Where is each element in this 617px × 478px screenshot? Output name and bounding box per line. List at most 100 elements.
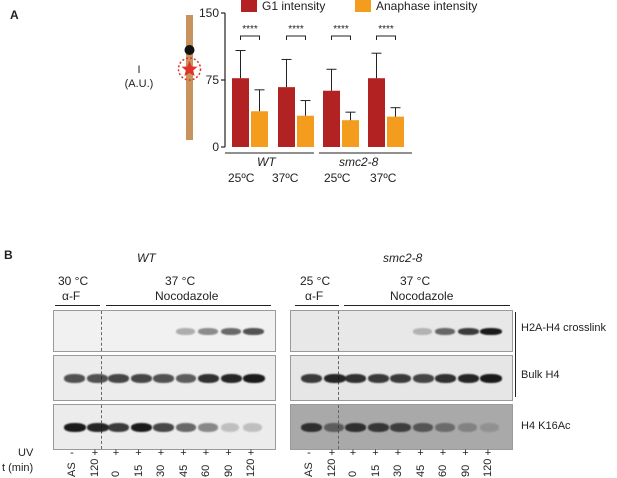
chromosome-cartoon bbox=[177, 15, 202, 140]
blot-band bbox=[345, 373, 367, 383]
blot-band bbox=[243, 327, 264, 335]
time-mark: 45 bbox=[414, 464, 427, 477]
bar-chart: 0 75 150 **** **** **** **** bbox=[199, 6, 412, 154]
blot-band bbox=[301, 422, 323, 432]
significance-stars: **** bbox=[288, 24, 304, 35]
blot-band bbox=[367, 373, 389, 383]
blot-band bbox=[153, 328, 171, 335]
smc-cond1-drug: α-F bbox=[305, 289, 324, 303]
time-mark: 30 bbox=[392, 464, 404, 477]
time-label: t (min) bbox=[2, 462, 34, 474]
blot-band bbox=[301, 328, 319, 335]
uv-mark: + bbox=[247, 447, 255, 459]
blot-band bbox=[87, 373, 108, 383]
smc-cond2-temp: 37 °C bbox=[400, 274, 431, 288]
blot-smc-bulk-h4 bbox=[290, 355, 513, 401]
blot-band bbox=[324, 373, 346, 383]
panel-b-letter: B bbox=[4, 248, 13, 262]
uv-mark: + bbox=[225, 447, 232, 459]
blot-band bbox=[412, 422, 433, 432]
significance-bracket bbox=[376, 35, 396, 40]
uv-mark: + bbox=[180, 447, 187, 459]
bar bbox=[368, 78, 385, 147]
y-tick-label: 75 bbox=[206, 73, 220, 87]
blot-band bbox=[390, 373, 412, 383]
blot-band bbox=[390, 422, 411, 432]
legend-label-anaphase: Anaphase intensity bbox=[376, 0, 478, 13]
bar bbox=[251, 111, 268, 147]
wt-cond2-line bbox=[106, 305, 271, 306]
bar bbox=[297, 115, 314, 147]
blot-band bbox=[412, 327, 432, 335]
uv-mark: + bbox=[157, 447, 165, 459]
blot-band bbox=[198, 327, 218, 335]
time-mark: 120 bbox=[482, 458, 494, 477]
time-mark: AS bbox=[66, 462, 78, 477]
time-mark: 30 bbox=[155, 464, 167, 477]
uv-mark: + bbox=[484, 447, 492, 459]
blot-band bbox=[220, 422, 240, 432]
locus-ring bbox=[177, 57, 202, 81]
smc-cond2-drug: Nocodazole bbox=[390, 289, 454, 303]
lane-separator bbox=[101, 311, 102, 351]
blot-band bbox=[108, 373, 129, 383]
row-label-crosslink: H2A-H4 crosslink bbox=[521, 322, 606, 334]
centromere-dot bbox=[184, 45, 195, 55]
blot-band bbox=[87, 422, 109, 432]
time-mark: 0 bbox=[110, 470, 122, 477]
blot-band bbox=[64, 328, 82, 335]
blot-wt-crosslink bbox=[53, 310, 276, 352]
blot-band bbox=[198, 422, 218, 432]
uv-mark: + bbox=[328, 447, 336, 459]
blot-smc-k16ac bbox=[290, 404, 513, 450]
bar bbox=[342, 120, 359, 147]
row-label-bulk-h4: Bulk H4 bbox=[521, 369, 560, 381]
blot-band bbox=[390, 328, 408, 335]
blot-band bbox=[175, 422, 196, 432]
wt-blot-title: WT bbox=[137, 251, 156, 265]
blot-band bbox=[243, 422, 262, 432]
temp-label-2: 37ºC bbox=[272, 171, 299, 185]
bar bbox=[278, 87, 295, 147]
y-tick-label: 150 bbox=[199, 6, 219, 20]
time-mark: 45 bbox=[177, 464, 190, 477]
bar bbox=[232, 78, 249, 147]
wt-cond1-drug: α-F bbox=[62, 289, 81, 303]
cartoon-label-au: (A.U.) bbox=[124, 78, 154, 90]
blot-band bbox=[412, 373, 434, 383]
blot-band bbox=[345, 328, 363, 335]
uv-mark: + bbox=[372, 447, 379, 459]
smc-cond1-temp: 25 °C bbox=[300, 274, 331, 288]
time-mark: 90 bbox=[459, 464, 472, 477]
blot-band bbox=[64, 422, 86, 432]
blot-band bbox=[130, 422, 153, 432]
blot-band bbox=[435, 373, 457, 383]
blot-band bbox=[153, 373, 174, 383]
time-mark: 90 bbox=[222, 464, 235, 477]
significance-stars: **** bbox=[242, 24, 258, 35]
time-mark: 120 bbox=[245, 458, 257, 477]
blot-band bbox=[131, 328, 149, 335]
blot-band bbox=[480, 422, 499, 432]
significance-bracket bbox=[286, 35, 306, 40]
blot-band bbox=[368, 328, 386, 335]
blot-band bbox=[367, 422, 389, 432]
blot-band bbox=[198, 373, 220, 383]
temp-label-4: 37ºC bbox=[370, 171, 397, 185]
group-label-wt: WT bbox=[257, 155, 276, 169]
wt-cond2-temp: 37 °C bbox=[165, 274, 196, 288]
smc-blot-title: smc2-8 bbox=[383, 251, 423, 265]
time-mark: 15 bbox=[369, 464, 382, 477]
blot-wt-bulk-h4 bbox=[53, 355, 276, 401]
blot-band bbox=[301, 373, 323, 383]
uv-mark: + bbox=[202, 447, 210, 459]
significance-stars: **** bbox=[333, 24, 349, 35]
time-mark: 60 bbox=[437, 464, 449, 477]
uv-mark: + bbox=[394, 447, 402, 459]
uv-mark: + bbox=[91, 447, 99, 459]
blot-band bbox=[480, 373, 502, 383]
blot-band bbox=[220, 327, 241, 335]
blot-smc-crosslink bbox=[290, 310, 513, 352]
blot-band bbox=[457, 422, 477, 432]
